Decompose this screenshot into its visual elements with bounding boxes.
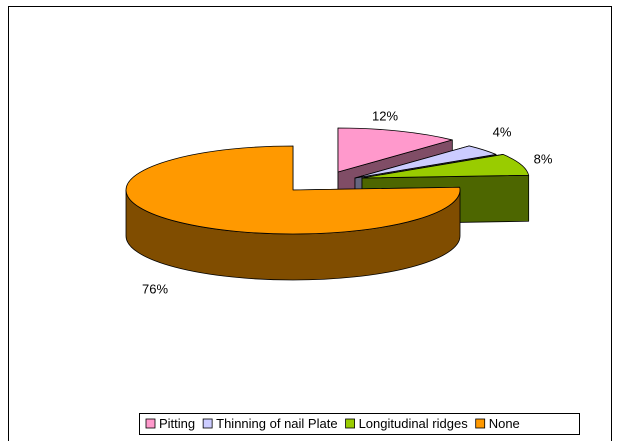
legend-label: Longitudinal ridges <box>359 416 469 431</box>
data-label: 4% <box>493 124 512 139</box>
legend-label: None <box>489 416 520 431</box>
legend-swatch <box>202 418 213 429</box>
data-label: 8% <box>534 151 553 166</box>
data-label: 12% <box>372 108 398 123</box>
data-label: 76% <box>142 281 168 296</box>
slice <box>337 127 453 173</box>
legend-box <box>139 413 580 435</box>
legend-swatch <box>475 418 486 429</box>
legend-swatch <box>145 418 156 429</box>
legend-swatch <box>345 418 355 429</box>
slice <box>361 154 530 179</box>
slice <box>125 145 461 235</box>
legend-label: Thinning of nail Plate <box>216 416 337 431</box>
legend-label: Pitting <box>159 416 195 431</box>
slice <box>354 145 497 179</box>
